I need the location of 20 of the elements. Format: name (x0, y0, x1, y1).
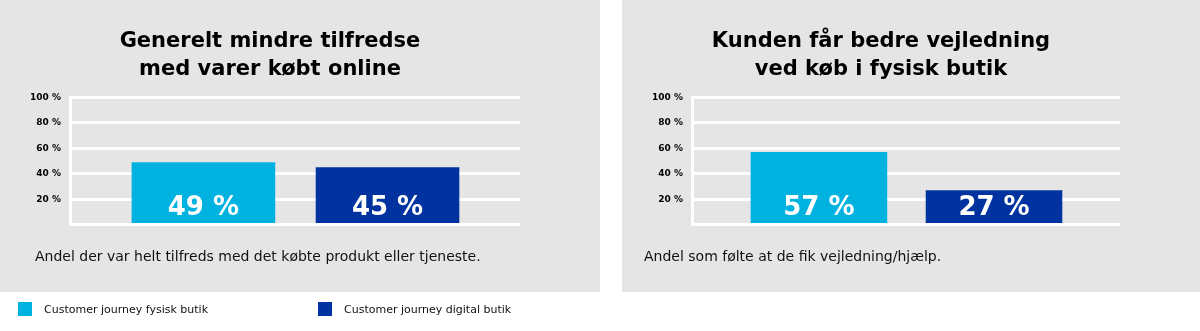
chart-title: Generelt mindre tilfredse med varer købt online (118, 27, 422, 82)
chart-title: Kunden får bedre vejledning ved køb i fysisk butik (710, 26, 1052, 82)
legend-label: Customer journey fysisk butik (44, 302, 209, 316)
y-tick-label: 80 % (658, 117, 683, 128)
y-tick-label: 20 % (658, 193, 683, 204)
data-label: 49 % (167, 191, 240, 222)
data-label: 45 % (351, 191, 424, 222)
data-label: 27 % (958, 191, 1030, 222)
y-tick-label: 40 % (658, 168, 683, 179)
y-tick-label: 40 % (36, 168, 61, 179)
data-label: 57 % (783, 191, 855, 222)
y-tick-label: 100 % (652, 91, 683, 102)
y-tick-label: 20 % (36, 193, 61, 204)
y-tick-label: 60 % (658, 142, 683, 153)
legend-label: Customer journey digital butik (344, 302, 512, 316)
text: Andel der var helt tilfreds med det købte produkt eller tjeneste. (34, 248, 482, 264)
y-tick-label: 100 % (30, 91, 61, 102)
text: Andel som følte at de fik vejledning/hjælp. (643, 248, 943, 264)
y-tick-label: 80 % (36, 117, 61, 128)
y-tick-label: 60 % (36, 142, 61, 153)
